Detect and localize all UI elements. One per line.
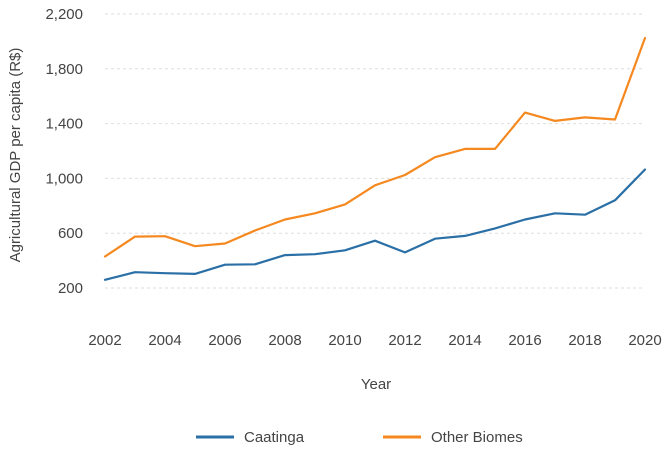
x-tick-label: 2008 [268, 332, 301, 349]
x-axis-title: Year [361, 376, 391, 393]
series-lines [103, 36, 647, 281]
gridlines [105, 13, 645, 289]
x-axis-ticks: 2002 2004 2006 2008 2010 2012 2014 2016 2018 2020 [88, 332, 661, 349]
x-tick-label: 2014 [448, 332, 481, 349]
y-tick-label: 200 [58, 280, 83, 297]
y-axis-title: Agricultural GDP per capita (R$) [7, 48, 24, 263]
x-tick-label: 2004 [148, 332, 181, 349]
series-line-0 [103, 168, 647, 281]
x-tick-label: 2012 [388, 332, 421, 349]
x-tick-label: 2016 [508, 332, 541, 349]
legend-label: Caatinga [244, 429, 305, 446]
x-tick-label: 2018 [568, 332, 601, 349]
y-tick-label: 2,200 [45, 6, 83, 23]
legend-label: Other Biomes [431, 429, 523, 446]
y-tick-label: 600 [58, 225, 83, 242]
legend: Caatinga Other Biomes [196, 429, 523, 446]
series-line-1 [103, 36, 647, 258]
y-tick-label: 1,400 [45, 116, 83, 133]
x-tick-label: 2010 [328, 332, 361, 349]
y-tick-label: 1,000 [45, 170, 83, 187]
x-tick-label: 2006 [208, 332, 241, 349]
x-tick-label: 2002 [88, 332, 121, 349]
y-tick-label: 1,800 [45, 61, 83, 78]
y-axis-ticks: 200 600 1,000 1,400 1,800 2,200 [45, 6, 83, 297]
x-tick-label: 2020 [628, 332, 661, 349]
